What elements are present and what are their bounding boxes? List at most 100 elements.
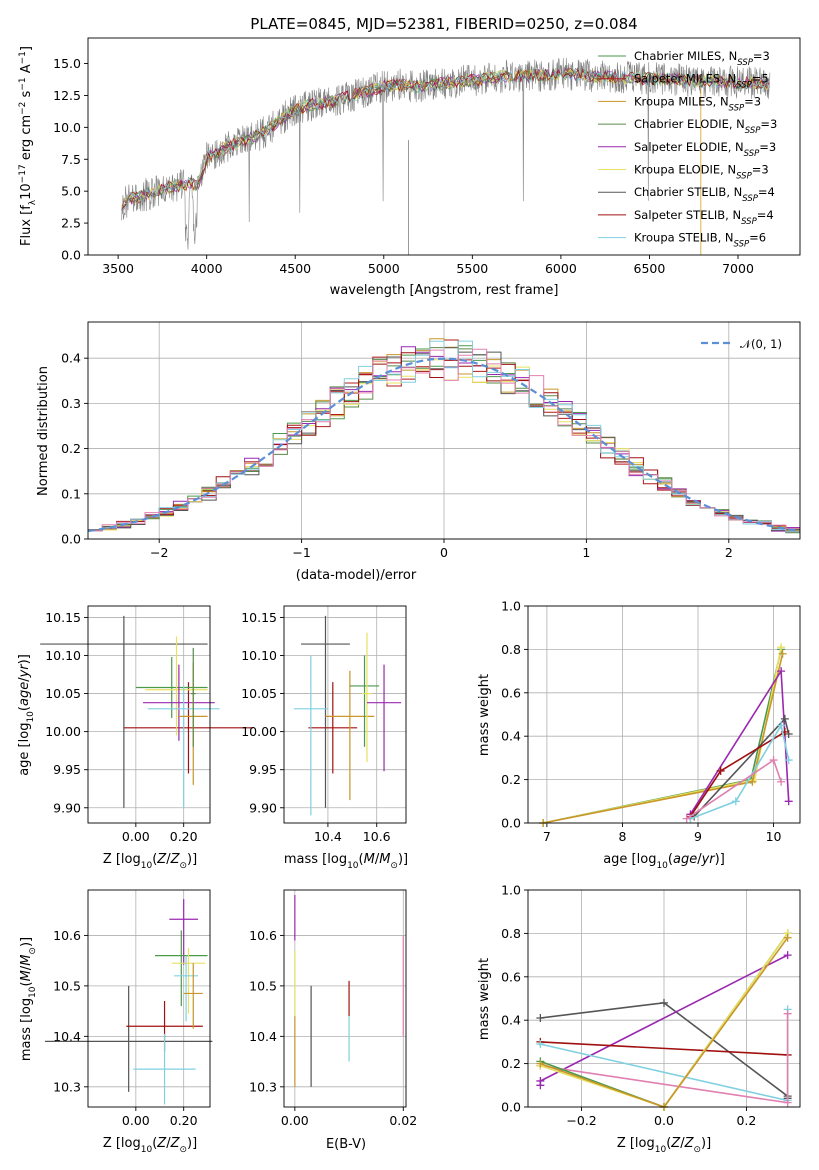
axes-frame [87, 321, 801, 540]
x-tick-label: 6000 [545, 261, 577, 276]
y-tick-label: 10.10 [241, 648, 277, 663]
label-part: age [log [17, 723, 32, 776]
label-part: M [364, 852, 375, 867]
legend-label-part: SSP [736, 81, 752, 91]
x-tick-label: 5000 [368, 261, 400, 276]
label-part: −17 [18, 164, 28, 183]
label-part: yr [701, 852, 717, 867]
legend-label-part: SSP [737, 58, 753, 68]
label-part: )] [701, 1136, 711, 1151]
axis-label: Flux [fλ10−17 erg cm−2 s−1 A−1] [18, 46, 38, 246]
mass-vs-EBV-panel: 0.00 0.02 10.3 10.4 10.5 10.6 [249, 889, 417, 1128]
y-tick-label: 10.05 [241, 686, 277, 701]
normal-reference-curve [87, 357, 801, 533]
y-tick-label: 1.0 [501, 883, 521, 898]
y-tick-label: 0.4 [501, 729, 521, 744]
label-part: ⊙ [693, 1145, 701, 1155]
x-tick-label: 2 [725, 545, 733, 560]
legend-label-part: =4 [758, 185, 775, 199]
y-tick-label: 0.3 [61, 396, 81, 411]
legend-label-part: SSP [734, 240, 750, 250]
label-part: Z [684, 1136, 695, 1151]
y-tick-label: 10.05 [45, 686, 81, 701]
mass-EBV-xlabel: E(B-V) [326, 1137, 366, 1152]
axes-frame [87, 605, 211, 824]
label-part: 10 [655, 1145, 667, 1155]
label-part: λ [28, 199, 38, 205]
y-tick-label: 0.0 [501, 816, 521, 831]
y-tick-label: 0.4 [61, 351, 81, 366]
label-part: 10 [28, 986, 38, 998]
legend-label-part: Chabrier MILES, N [634, 49, 737, 63]
label-part: 10 [656, 861, 668, 871]
label-part: 10 [347, 861, 359, 871]
legend-label-part: =3 [752, 163, 769, 177]
y-tick-label: 10.3 [53, 1079, 81, 1094]
x-tick-label: −2 [150, 545, 168, 560]
y-tick-label: 0.4 [501, 1013, 521, 1028]
x-tick-label: 0.20 [170, 829, 198, 844]
label-part: Z [670, 1136, 681, 1151]
weight-marker [660, 998, 668, 1007]
weight-marker [783, 1009, 792, 1018]
legend-label-part: SSP [736, 172, 752, 182]
axis-label: Z [log10(Z/Z⊙)] [103, 1136, 197, 1155]
axes-frame [283, 889, 407, 1108]
x-tick-label: 8 [618, 829, 626, 844]
model-spectrum-line [121, 68, 769, 211]
legend-label: Salpeter ELODIE, NSSP=3 [634, 140, 776, 159]
legend-label-part: SSP [745, 126, 761, 136]
legend-label-part: =5 [752, 72, 769, 86]
x-tick-label: 4500 [279, 261, 311, 276]
label-part: Flux [f [19, 205, 34, 246]
weight-line [540, 1041, 788, 1056]
spectrum-xlabel: wavelength [Angstrom, rest frame] [330, 283, 559, 298]
y-tick-label: 10.4 [249, 1029, 277, 1044]
label-part: / [680, 1136, 685, 1151]
weight-marker [780, 714, 789, 723]
legend-label: Kroupa STELIB, NSSP=6 [634, 231, 766, 250]
x-tick-label: 0.00 [281, 1113, 309, 1128]
weight-line [542, 647, 782, 824]
legend-label-part: Kroupa ELODIE, N [634, 163, 736, 177]
y-tick-label: 0.2 [501, 1056, 521, 1071]
y-tick-label: 9.95 [53, 762, 81, 777]
weight-marker [784, 797, 793, 806]
weight-line [690, 723, 790, 820]
weight-marker [536, 1059, 545, 1068]
legend-label: Chabrier STELIB, NSSP=4 [634, 185, 775, 204]
label-part: A [19, 64, 34, 77]
x-tick-label: 4000 [191, 261, 223, 276]
y-tick-label: 10.0 [53, 120, 81, 135]
weight-marker [748, 777, 757, 786]
label-part: )] [17, 654, 32, 664]
spectrum-title: PLATE=0845, MJD=52381, FIBERID=0250, z=0… [250, 15, 637, 33]
y-tick-label: 9.90 [53, 800, 81, 815]
label-part: Z [log [103, 1136, 141, 1151]
weight-marker [783, 1098, 792, 1107]
x-tick-label: 0.02 [389, 1113, 417, 1128]
label-part: Z [156, 1136, 167, 1151]
legend-label-part: Kroupa MILES, N [634, 94, 729, 108]
legend-label-part: =6 [749, 231, 766, 245]
weight-marker [777, 777, 786, 786]
label-part: ( [668, 852, 673, 867]
label-part: mass [log [19, 998, 34, 1061]
x-tick-label: 0.00 [122, 1113, 150, 1128]
label-part: / [697, 852, 702, 867]
x-tick-label: 10.4 [314, 829, 342, 844]
y-tick-label: 0.0 [61, 532, 81, 547]
axes-frame [87, 37, 801, 256]
x-tick-label: 1 [582, 545, 590, 560]
label-part: ⊙ [179, 1145, 187, 1155]
spectrum-panel: 3500 4000 4500 5000 5500 6000 6500 7000 0.0 2.5 5.… [18, 37, 801, 276]
y-tick-label: 10.15 [241, 610, 277, 625]
legend-label-part: Salpeter ELODIE, N [634, 140, 744, 154]
label-part: −1 [18, 51, 28, 64]
weight-marker [783, 951, 792, 960]
x-tick-label: 0.20 [170, 1113, 198, 1128]
axis-label: age [log10(age/yr)] [603, 852, 725, 871]
legend-label-part: Chabrier ELODIE, N [634, 117, 745, 131]
legend-label-part: SSP [741, 217, 757, 227]
